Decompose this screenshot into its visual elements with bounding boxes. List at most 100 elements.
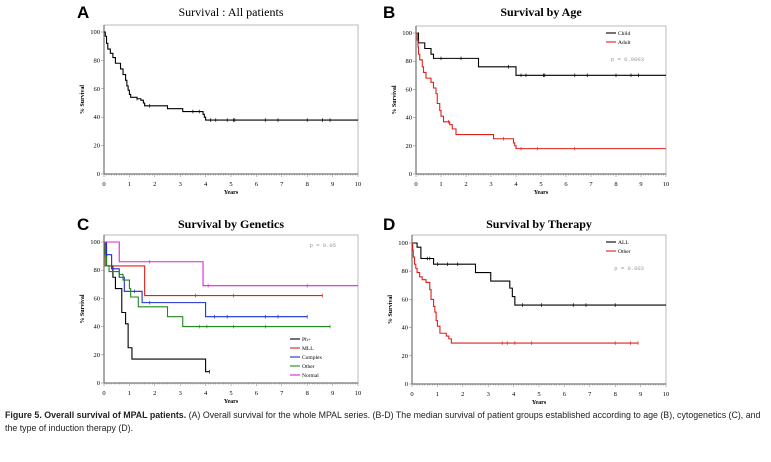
x-tick-label: 5: [539, 181, 542, 188]
y-tick-label: 20: [406, 143, 413, 150]
x-tick-label: 4: [514, 181, 518, 188]
y-tick-label: 20: [94, 143, 101, 150]
y-tick-label: 40: [406, 115, 413, 122]
chart-title: Survival by Age: [500, 5, 582, 19]
x-tick-label: 0: [410, 391, 413, 398]
x-tick-label: 9: [331, 390, 334, 397]
x-tick-label: 6: [255, 390, 259, 397]
y-tick-label: 60: [94, 295, 101, 302]
y-tick-label: 60: [94, 86, 101, 93]
survival-curve-child: [416, 32, 666, 76]
x-tick-label: 0: [102, 390, 105, 397]
survival-curve-other: [412, 242, 639, 344]
x-axis-label: Years: [224, 399, 239, 405]
y-tick-label: 0: [409, 171, 412, 178]
y-tick-label: 40: [94, 324, 101, 331]
y-tick-label: 20: [402, 353, 409, 360]
survival-curve-normal: [104, 241, 358, 287]
y-tick-label: 40: [94, 114, 101, 121]
legend-label: Other: [302, 364, 315, 370]
figure-caption: Figure 5. Overall survival of MPAL patie…: [5, 409, 765, 435]
x-tick-label: 6: [564, 181, 568, 188]
panel-label: A: [77, 3, 89, 22]
x-tick-label: 4: [512, 391, 516, 398]
y-axis-label: % Survival: [80, 85, 86, 115]
x-tick-label: 10: [663, 181, 670, 188]
survival-curve-all: [412, 242, 666, 306]
survival-curve-ph-: [104, 241, 210, 373]
x-tick-label: 2: [153, 390, 156, 397]
x-tick-label: 8: [614, 181, 617, 188]
x-axis-label: Years: [224, 190, 239, 196]
x-tick-label: 3: [179, 390, 182, 397]
x-tick-label: 2: [464, 181, 467, 188]
y-axis-label: % Survival: [388, 295, 394, 325]
y-axis-label: % Survival: [80, 294, 86, 324]
y-tick-label: 80: [94, 267, 101, 274]
x-tick-label: 3: [179, 181, 182, 188]
y-tick-label: 80: [94, 57, 101, 64]
legend-label: Other: [618, 249, 631, 255]
survival-curve-other: [104, 241, 331, 328]
x-tick-label: 7: [280, 181, 284, 188]
x-tick-label: 1: [128, 181, 131, 188]
x-tick-label: 8: [306, 181, 309, 188]
panel-label: C: [77, 215, 89, 234]
y-tick-label: 60: [402, 296, 409, 303]
x-tick-label: 9: [639, 391, 642, 398]
x-tick-label: 5: [229, 181, 232, 188]
y-tick-label: 100: [402, 30, 412, 37]
x-tick-label: 0: [414, 181, 417, 188]
panel-label: D: [383, 215, 395, 234]
y-tick-label: 0: [97, 380, 100, 387]
x-tick-label: 1: [436, 391, 439, 398]
x-tick-label: 0: [102, 181, 105, 188]
chart-title: Survival : All patients: [179, 5, 284, 19]
survival-curve-adult: [416, 32, 666, 150]
x-tick-label: 1: [128, 390, 131, 397]
y-tick-label: 100: [398, 240, 408, 247]
x-tick-label: 5: [229, 390, 232, 397]
x-tick-label: 2: [153, 181, 156, 188]
x-tick-label: 1: [439, 181, 442, 188]
x-tick-label: 7: [280, 390, 284, 397]
y-tick-label: 0: [405, 381, 408, 388]
x-tick-label: 7: [588, 391, 592, 398]
y-tick-label: 0: [97, 171, 100, 178]
y-tick-label: 60: [406, 86, 413, 93]
x-tick-label: 2: [461, 391, 464, 398]
x-tick-label: 6: [563, 391, 567, 398]
legend-label: Adult: [618, 40, 631, 46]
chart-title: Survival by Genetics: [178, 217, 284, 231]
p-value: p = 0.05: [310, 242, 336, 249]
plot-frame: [415, 25, 667, 175]
plot-frame: [411, 234, 667, 385]
x-tick-label: 4: [204, 181, 208, 188]
survival-curve-complex: [104, 241, 308, 318]
x-tick-label: 9: [639, 181, 642, 188]
y-tick-label: 80: [402, 268, 409, 275]
y-tick-label: 80: [406, 58, 413, 65]
legend-label: Complex: [302, 355, 322, 361]
y-tick-label: 20: [94, 352, 101, 359]
legend-label: Normal: [302, 373, 319, 379]
legend-label: MLL: [302, 346, 314, 352]
chart-title: Survival by Therapy: [486, 217, 592, 231]
y-tick-label: 100: [90, 239, 100, 246]
x-tick-label: 5: [537, 391, 540, 398]
y-tick-label: 40: [402, 325, 409, 332]
panel-label: B: [383, 3, 395, 22]
legend-label: Ph+: [302, 337, 311, 343]
caption-title: Figure 5. Overall survival of MPAL patie…: [5, 410, 187, 421]
x-tick-label: 3: [489, 181, 492, 188]
p-value: p = 0.0003: [611, 56, 644, 63]
x-tick-label: 10: [355, 390, 362, 397]
x-tick-label: 3: [487, 391, 490, 398]
x-tick-label: 4: [204, 390, 208, 397]
survival-curve-mll: [104, 241, 323, 297]
survival-curve-all: [104, 31, 358, 121]
